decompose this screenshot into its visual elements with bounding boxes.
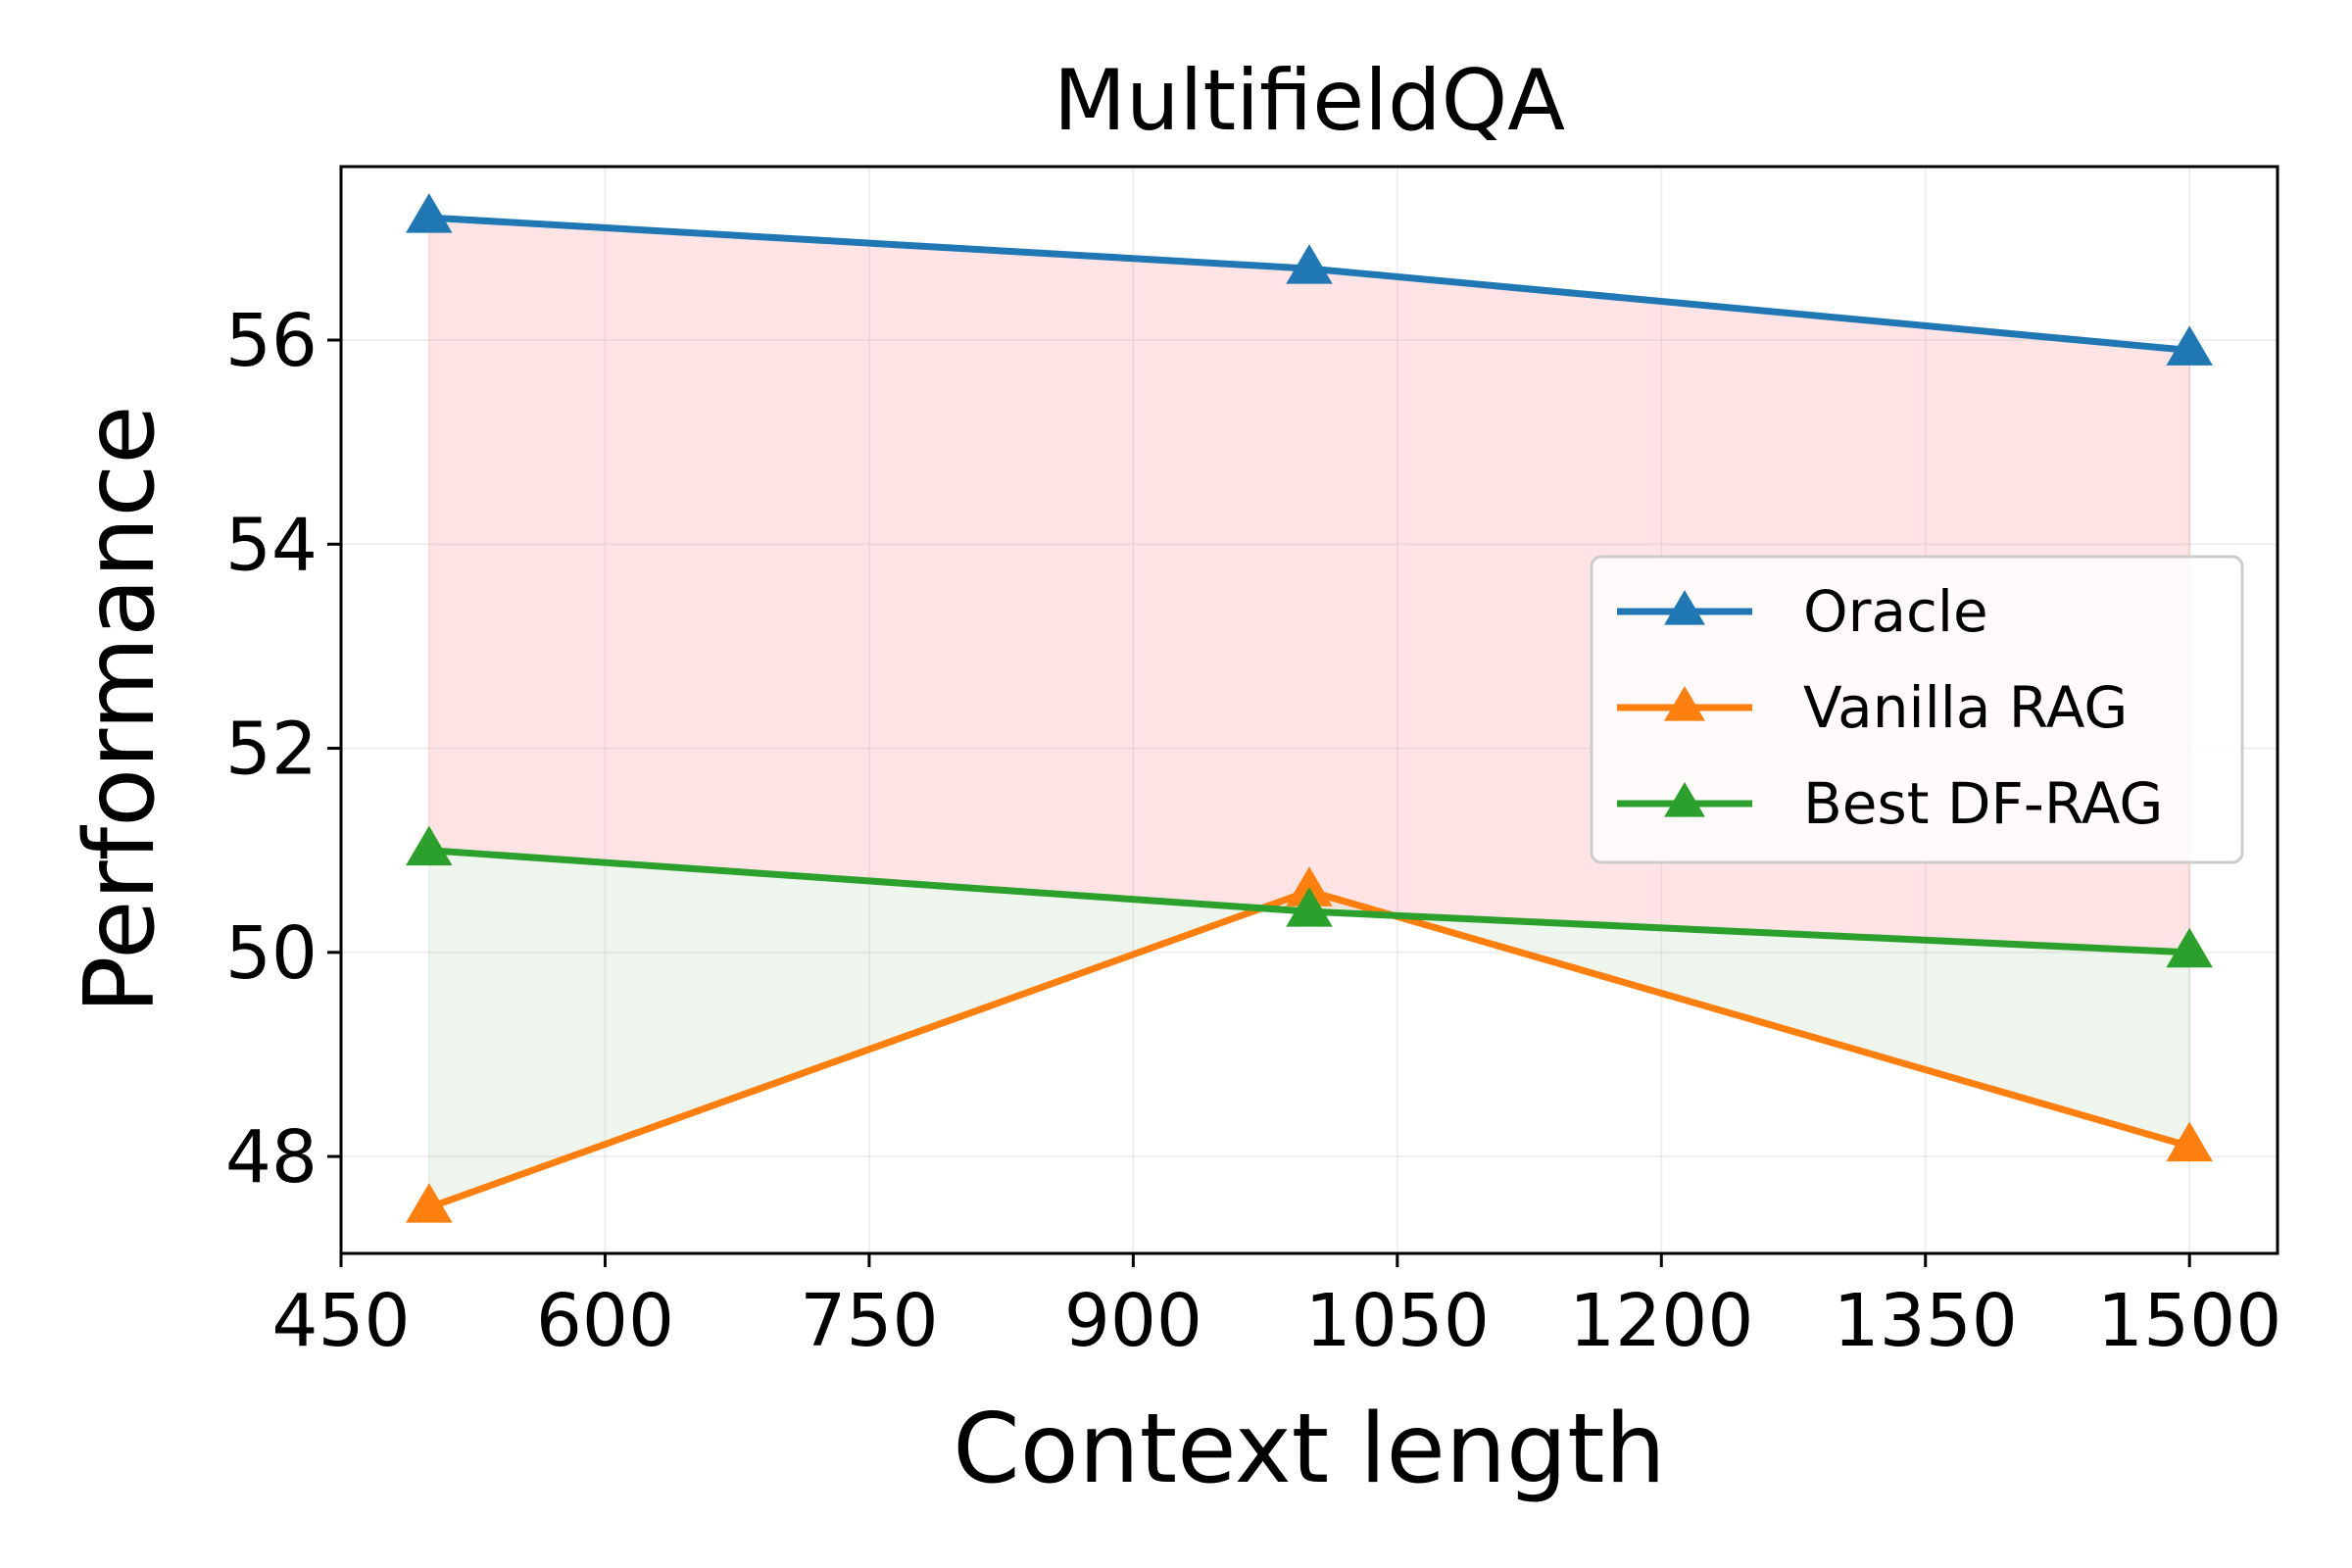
data-point-vanilla-rag [2166,1121,2213,1162]
y-tick-label: 48 [225,1115,318,1200]
legend-label-vanilla-rag: Vanilla RAG [1803,674,2128,741]
data-point-best-df-rag [2166,927,2213,968]
data-point-vanilla-rag [406,1183,453,1223]
x-tick-label: 1050 [1305,1279,1490,1363]
x-tick-label: 1200 [1569,1279,1753,1363]
legend-marker-oracle [1664,590,1705,625]
data-point-best-df-rag [406,825,453,866]
data-point-oracle [406,193,453,233]
legend-label-best-df-rag: Best DF-RAG [1803,770,2163,837]
legend-marker-best-df-rag [1664,782,1705,817]
chart-title: MultifieldQA [1054,52,1565,150]
axis-ticks: 450 600 750 900 1050 1200 1350 1500 48 50 52 54 56 [225,299,2282,1363]
legend-box [1590,555,2244,864]
x-axis-label: Context length [953,1394,1665,1505]
legend: Oracle Vanilla RAG Best DF-RAG [1590,555,2244,864]
plot-area-frame [339,165,2279,1255]
x-tick-label: 750 [800,1279,938,1363]
y-axis-label: Performance [65,405,176,1013]
y-tick-label: 56 [225,299,318,383]
data-point-best-df-rag [1286,887,1333,927]
data-point-oracle [2166,325,2213,366]
x-tick-label: 450 [271,1279,410,1363]
x-tick-label: 1350 [1834,1279,2018,1363]
legend-label-oracle: Oracle [1803,578,1988,645]
x-tick-label: 600 [536,1279,674,1363]
data-point-oracle [1286,244,1333,284]
y-tick-label: 54 [225,503,318,587]
legend-marker-vanilla-rag [1664,686,1705,721]
data-point-vanilla-rag [1286,866,1333,906]
y-tick-label: 52 [225,708,318,792]
series-lines [406,193,2213,1223]
y-tick-label: 50 [225,911,318,996]
x-tick-label: 1500 [2097,1279,2281,1363]
x-tick-label: 900 [1064,1279,1202,1363]
